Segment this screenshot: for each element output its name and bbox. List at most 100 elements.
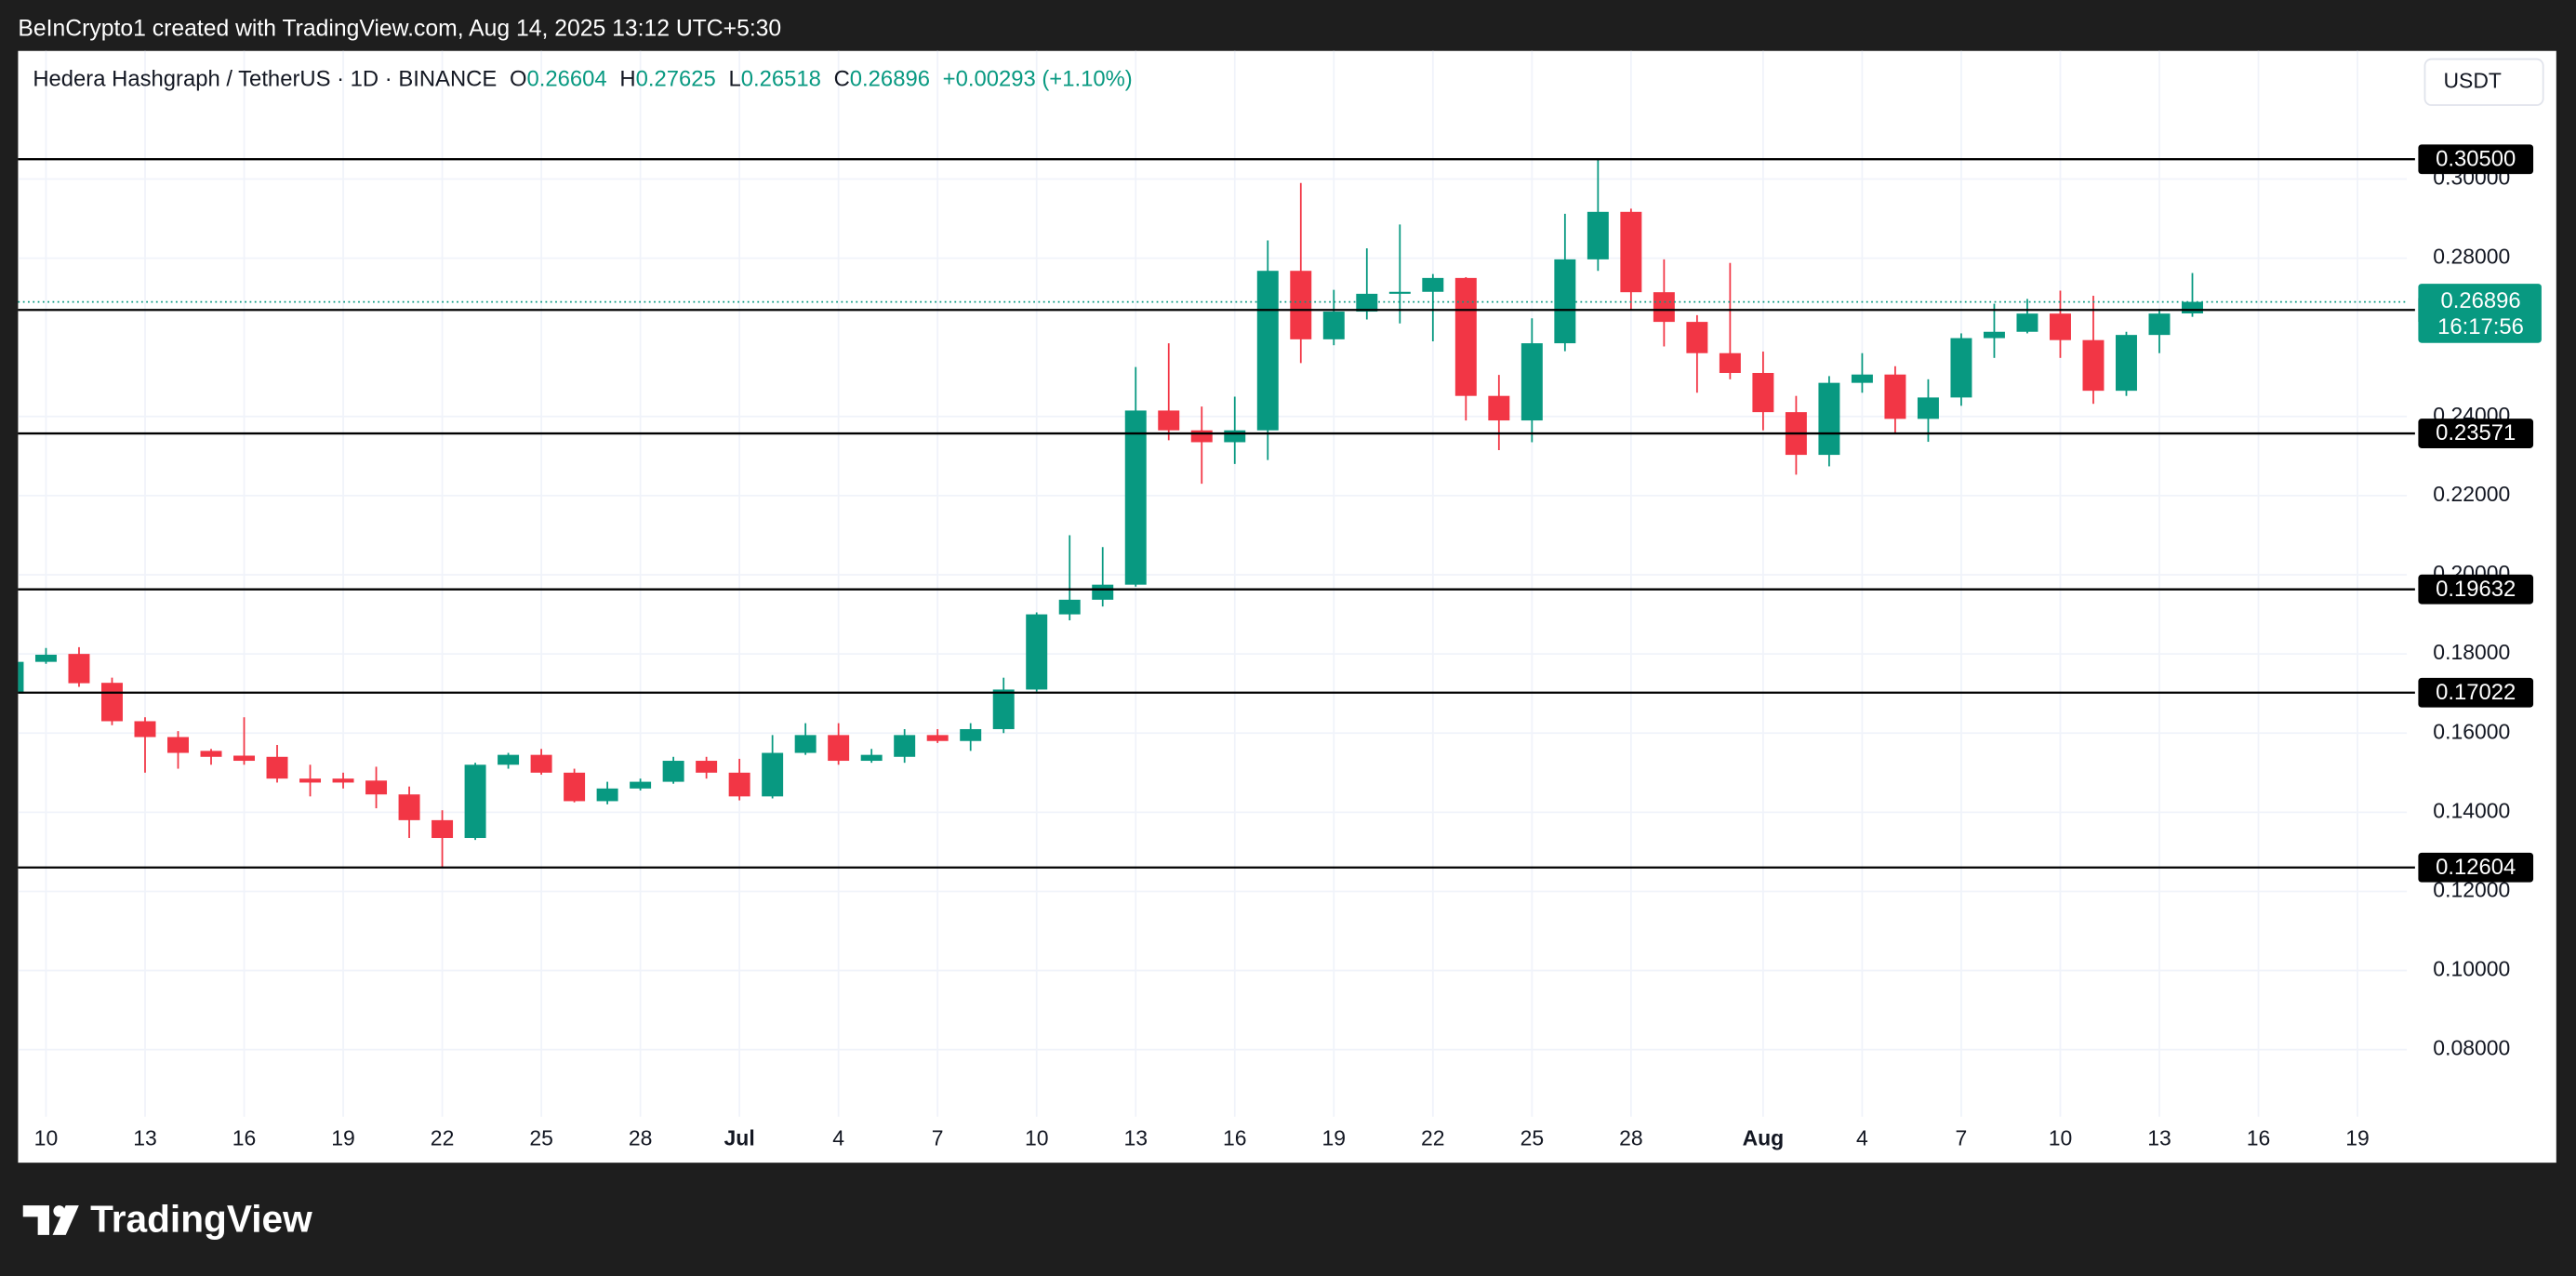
x-tick-label: 10	[1025, 1126, 1049, 1150]
ohlc-value: 0.26896	[850, 67, 930, 92]
x-tick-label: 19	[1322, 1126, 1347, 1150]
candle-body	[926, 735, 949, 741]
candle-body	[1388, 291, 1411, 294]
candle-body	[1422, 277, 1444, 292]
x-tick-label: 16	[2247, 1126, 2271, 1150]
candle-body	[1454, 277, 1477, 396]
x-tick-label: 7	[1956, 1126, 1968, 1150]
candle-body	[992, 689, 1015, 729]
overlays: 0.305000.266920.235710.196320.170220.126…	[18, 144, 2542, 883]
candle-body	[332, 778, 354, 783]
candle-body	[1290, 271, 1312, 339]
candle-body	[18, 661, 24, 694]
candle-body	[662, 761, 684, 782]
candle-body	[860, 754, 883, 762]
x-tick-label: 10	[2049, 1126, 2073, 1150]
candle-body	[762, 752, 784, 797]
candle-body	[1884, 374, 1906, 419]
ohlc-label: L	[728, 67, 740, 92]
y-tick-label: 0.16000	[2433, 719, 2510, 743]
change: +0.00293 (+1.10%)	[943, 67, 1133, 92]
candle-body	[1818, 382, 1840, 456]
level-label-box	[2418, 574, 2534, 605]
level-label-box	[2418, 419, 2534, 448]
candle-body	[1488, 395, 1510, 421]
y-tick-label: 0.14000	[2433, 798, 2510, 822]
x-tick-label: 10	[34, 1126, 59, 1150]
candle-body	[498, 754, 520, 765]
x-tick-label: 13	[1123, 1126, 1148, 1150]
x-tick-label: 25	[1520, 1126, 1545, 1150]
candle-body	[1851, 374, 1873, 383]
x-tick-label: 4	[1856, 1126, 1868, 1150]
candle-body	[1190, 430, 1213, 443]
candle-body	[68, 654, 90, 684]
currency-label[interactable]: USDT	[2443, 68, 2501, 92]
candle-body	[299, 778, 322, 783]
candle-body	[134, 721, 156, 738]
legend: Hedera Hashgraph / TetherUS · 1D · BINAN…	[33, 67, 1132, 92]
candle-body	[2016, 313, 2038, 332]
countdown: 16:17:56	[2437, 314, 2524, 339]
currency-button[interactable]	[2423, 58, 2544, 106]
candle-body	[1554, 259, 1576, 344]
level-label-box	[2418, 677, 2534, 708]
candle-body	[1983, 331, 2005, 339]
candle-body	[2182, 301, 2203, 314]
y-tick-label: 0.28000	[2433, 245, 2510, 269]
last-price-box	[2418, 284, 2542, 343]
x-tick-label: 28	[1619, 1126, 1643, 1150]
level-label: 0.19632	[2436, 577, 2516, 602]
chart-panel	[18, 50, 2556, 1163]
x-tick-label: 28	[629, 1126, 653, 1150]
candle-body	[1124, 410, 1147, 585]
candle-body	[100, 683, 123, 722]
candle-body	[2148, 313, 2171, 336]
candle-body	[728, 772, 750, 797]
x-tick-label: Aug	[1743, 1126, 1785, 1150]
ohlc-value: 0.27625	[636, 67, 716, 92]
grid	[18, 50, 2408, 1117]
last-price-label: 0.26896	[2440, 288, 2520, 313]
candle-body	[1950, 338, 1972, 398]
candle-body	[630, 781, 652, 789]
ohlc-label: O	[510, 67, 527, 92]
candle-body	[365, 780, 388, 795]
candle-body	[2082, 339, 2105, 392]
tradingview-logo: TradingView	[22, 1197, 312, 1240]
x-tick-label: 25	[529, 1126, 553, 1150]
candle-body	[1256, 271, 1279, 431]
candle-body	[1653, 292, 1675, 323]
candle-body	[34, 654, 57, 662]
candle-body	[1917, 397, 1939, 419]
y-tick-label: 0.08000	[2433, 1036, 2510, 1060]
logo-mark	[52, 1205, 79, 1235]
candle-body	[233, 755, 255, 762]
candle-body	[167, 737, 189, 753]
candle-body	[1686, 322, 1708, 353]
candle-body	[1224, 430, 1246, 443]
candle-body	[2049, 313, 2071, 340]
logo-mark	[22, 1205, 49, 1235]
x-tick-label: 4	[832, 1126, 844, 1150]
candle-body	[1752, 373, 1774, 413]
candle-body	[894, 735, 916, 757]
candle-body	[432, 819, 454, 839]
candle-body	[1322, 312, 1345, 339]
x-tick-label: 7	[932, 1126, 944, 1150]
candle-body	[1158, 410, 1180, 431]
candle-body	[266, 756, 288, 779]
candle-body	[696, 761, 718, 773]
header-text: BeInCrypto1 created with TradingView.com…	[18, 16, 781, 41]
x-tick-label: 13	[2147, 1126, 2171, 1150]
symbol-name: Hedera Hashgraph / TetherUS · 1D · BINAN…	[33, 67, 497, 92]
candle-body	[564, 772, 586, 802]
x-tick-label: 22	[431, 1126, 455, 1150]
candle-body	[2116, 335, 2137, 392]
level-label: 0.23571	[2436, 420, 2516, 445]
candle-body	[1356, 293, 1378, 312]
candle-body	[1587, 211, 1609, 259]
candle-body	[960, 728, 982, 741]
